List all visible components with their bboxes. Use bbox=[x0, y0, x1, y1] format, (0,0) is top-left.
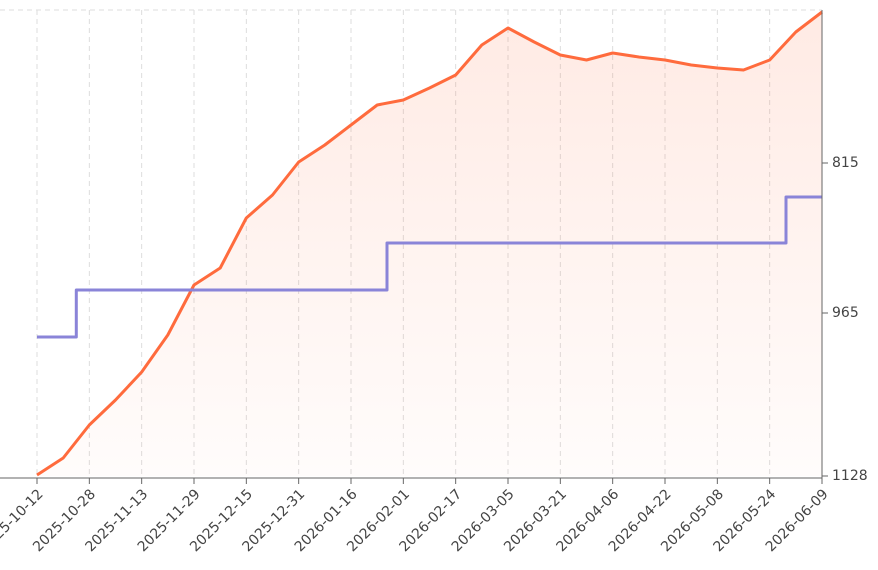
line bbox=[37, 195, 822, 339]
y-tick-label: 1128 bbox=[832, 468, 868, 484]
line bbox=[36, 10, 823, 477]
y-tick-label: 965 bbox=[832, 305, 859, 321]
y-tick-label: 815 bbox=[832, 155, 859, 171]
